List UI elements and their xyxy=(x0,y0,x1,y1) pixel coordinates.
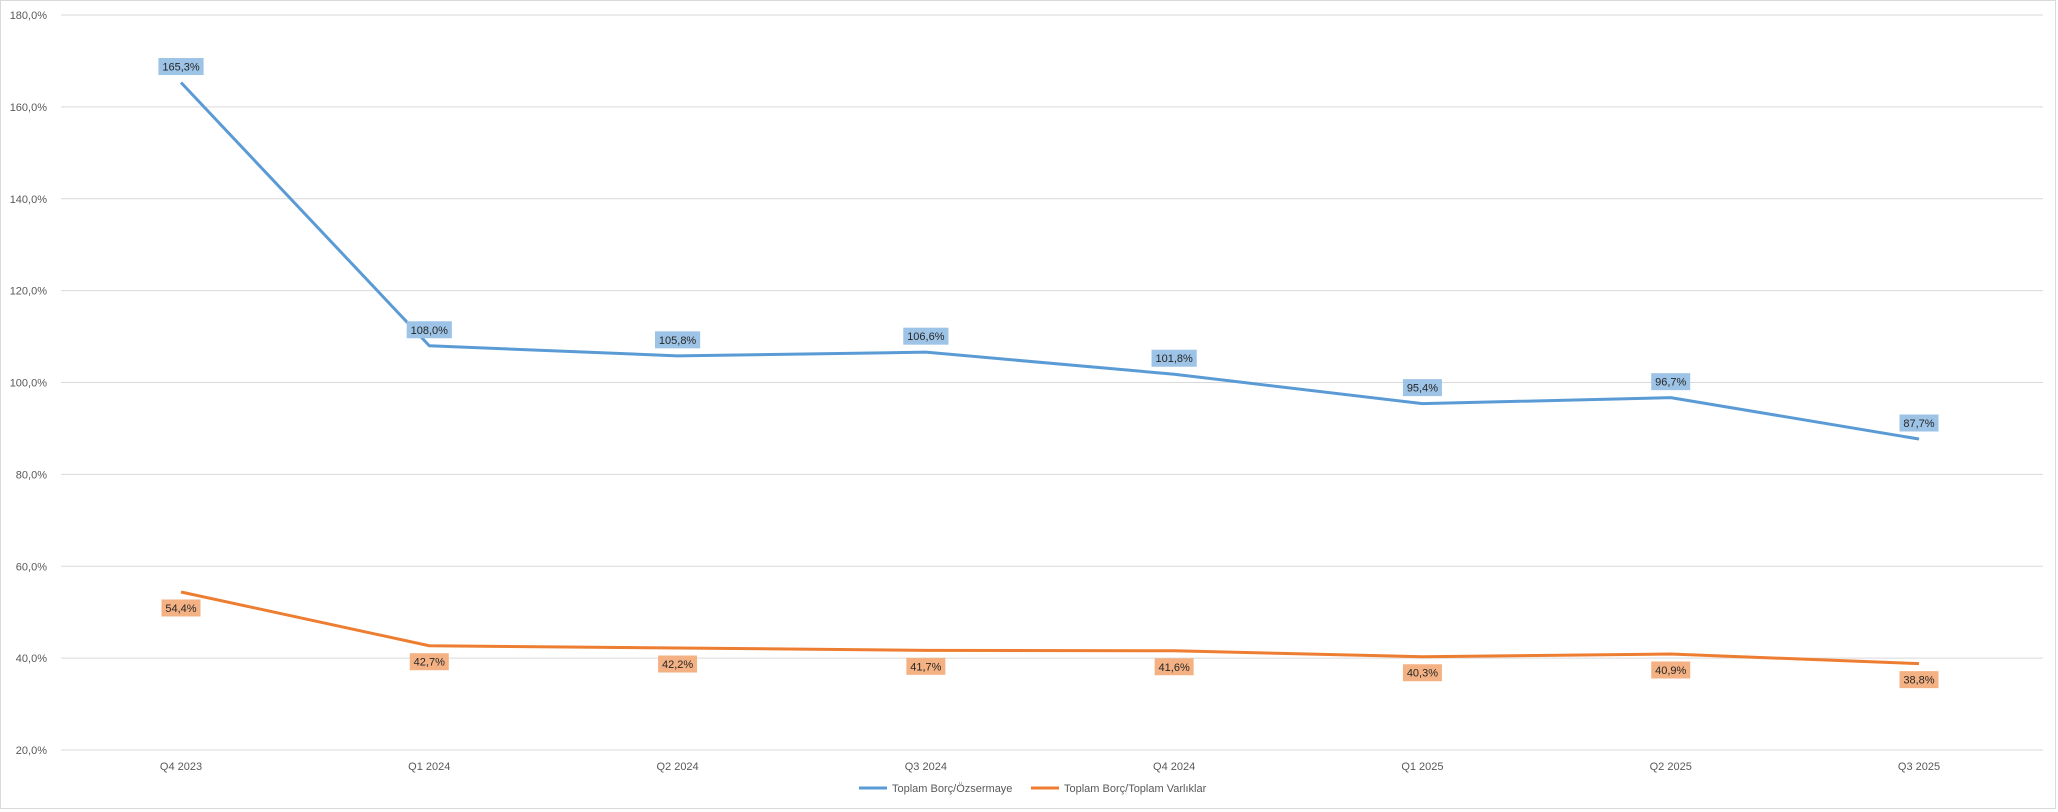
data-label-box xyxy=(1151,349,1197,367)
data-label: 42,2% xyxy=(662,659,693,671)
series-line-1 xyxy=(179,81,1920,441)
data-label-box xyxy=(654,331,701,349)
data-label-box xyxy=(1651,661,1691,679)
data-label-box xyxy=(906,657,946,675)
x-tick-label: Q1 2025 xyxy=(1401,761,1443,773)
data-label: 106,6% xyxy=(907,331,945,343)
data-label: 54,4% xyxy=(165,603,196,615)
data-label-box xyxy=(1402,664,1442,682)
y-tick-label: 180,0% xyxy=(10,10,48,22)
y-tick-label: 40,0% xyxy=(16,653,47,665)
data-label-box xyxy=(1154,658,1194,676)
series-line-2 xyxy=(180,590,1920,666)
data-label-box xyxy=(158,58,204,76)
data-label-box xyxy=(1651,373,1691,391)
y-tick-label: 20,0% xyxy=(16,745,47,757)
x-tick-label: Q1 2024 xyxy=(408,761,450,773)
data-label-box xyxy=(1899,414,1939,432)
data-label-box xyxy=(903,327,949,345)
x-tick-label: Q4 2023 xyxy=(160,761,202,773)
y-tick-label: 120,0% xyxy=(10,286,48,298)
data-label: 101,8% xyxy=(1155,353,1193,365)
data-label-box xyxy=(1402,379,1442,397)
y-tick-label: 80,0% xyxy=(16,469,47,481)
y-tick-label: 140,0% xyxy=(10,194,48,206)
x-tick-label: Q3 2024 xyxy=(905,761,947,773)
x-tick-label: Q2 2025 xyxy=(1650,761,1692,773)
x-tick-label: Q4 2024 xyxy=(1153,761,1195,773)
x-tick-label: Q2 2024 xyxy=(656,761,698,773)
data-label: 41,6% xyxy=(1159,662,1190,674)
data-label-box xyxy=(161,599,201,617)
y-tick-label: 160,0% xyxy=(10,102,48,114)
data-label: 105,8% xyxy=(659,335,697,347)
data-label-box xyxy=(658,655,698,673)
data-label: 108,0% xyxy=(411,325,449,337)
x-tick-label: Q3 2025 xyxy=(1898,761,1940,773)
y-tick-label: 100,0% xyxy=(10,378,48,390)
data-label: 87,7% xyxy=(1903,418,1934,430)
data-label-box xyxy=(406,321,452,339)
data-label: 95,4% xyxy=(1407,383,1438,395)
data-label: 41,7% xyxy=(910,661,941,673)
data-label: 96,7% xyxy=(1655,377,1686,389)
legend-label-2: Toplam Borç/Toplam Varlıklar xyxy=(1064,783,1207,795)
data-label-box xyxy=(1899,671,1939,689)
legend-label-1: Toplam Borç/Özsermaye xyxy=(892,783,1012,795)
data-label: 40,3% xyxy=(1407,668,1438,680)
data-label: 38,8% xyxy=(1903,675,1934,687)
data-label: 40,9% xyxy=(1655,665,1686,677)
data-label-box xyxy=(409,653,449,671)
data-label: 42,7% xyxy=(414,657,445,669)
data-label: 165,3% xyxy=(162,62,200,74)
y-tick-label: 60,0% xyxy=(16,561,47,573)
